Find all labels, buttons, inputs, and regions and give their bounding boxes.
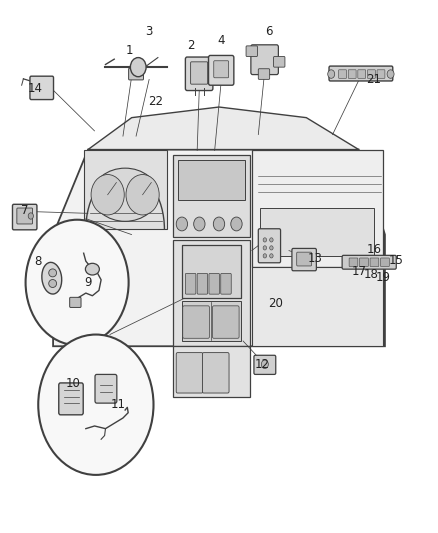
FancyBboxPatch shape — [274, 56, 285, 67]
Ellipse shape — [92, 168, 158, 221]
FancyBboxPatch shape — [173, 155, 250, 237]
FancyBboxPatch shape — [173, 346, 250, 397]
FancyBboxPatch shape — [17, 208, 32, 224]
Text: 19: 19 — [376, 271, 391, 284]
Text: 21: 21 — [367, 73, 381, 86]
FancyBboxPatch shape — [329, 66, 393, 81]
FancyBboxPatch shape — [258, 69, 270, 79]
FancyBboxPatch shape — [367, 70, 375, 78]
Text: 6: 6 — [265, 25, 273, 38]
FancyBboxPatch shape — [191, 62, 208, 84]
Circle shape — [270, 238, 273, 242]
FancyBboxPatch shape — [339, 70, 346, 78]
Circle shape — [126, 174, 159, 215]
Circle shape — [328, 70, 335, 78]
Ellipse shape — [85, 263, 99, 275]
Circle shape — [261, 360, 268, 368]
FancyBboxPatch shape — [212, 306, 239, 338]
Circle shape — [270, 254, 273, 258]
FancyBboxPatch shape — [177, 160, 245, 200]
Text: 2: 2 — [187, 39, 194, 52]
FancyBboxPatch shape — [208, 55, 234, 85]
FancyBboxPatch shape — [95, 374, 117, 403]
FancyBboxPatch shape — [342, 255, 396, 269]
Circle shape — [28, 213, 33, 219]
FancyBboxPatch shape — [251, 45, 279, 75]
FancyBboxPatch shape — [209, 273, 219, 294]
FancyBboxPatch shape — [197, 273, 208, 294]
Text: 3: 3 — [145, 25, 153, 38]
FancyBboxPatch shape — [252, 150, 383, 266]
FancyBboxPatch shape — [182, 245, 241, 298]
FancyBboxPatch shape — [182, 301, 241, 341]
Circle shape — [194, 217, 205, 231]
Circle shape — [176, 217, 187, 231]
FancyBboxPatch shape — [202, 353, 229, 393]
FancyBboxPatch shape — [258, 229, 281, 263]
Polygon shape — [88, 107, 359, 150]
Text: 20: 20 — [268, 297, 283, 310]
FancyBboxPatch shape — [185, 273, 196, 294]
Circle shape — [25, 220, 129, 345]
Circle shape — [263, 246, 267, 250]
FancyBboxPatch shape — [297, 252, 311, 266]
Circle shape — [387, 70, 394, 78]
Ellipse shape — [49, 279, 57, 287]
FancyBboxPatch shape — [349, 258, 358, 266]
Ellipse shape — [42, 262, 62, 294]
Circle shape — [263, 254, 267, 258]
FancyBboxPatch shape — [370, 258, 379, 266]
Text: 10: 10 — [65, 377, 80, 390]
FancyBboxPatch shape — [348, 70, 356, 78]
Text: 18: 18 — [364, 268, 378, 281]
Text: 11: 11 — [111, 398, 126, 411]
FancyBboxPatch shape — [252, 266, 383, 346]
Text: 12: 12 — [255, 358, 270, 372]
Text: 9: 9 — [84, 276, 92, 289]
FancyBboxPatch shape — [214, 61, 229, 78]
Text: 7: 7 — [21, 204, 28, 217]
Circle shape — [131, 58, 146, 77]
FancyBboxPatch shape — [254, 356, 276, 374]
FancyBboxPatch shape — [377, 70, 385, 78]
Text: 17: 17 — [351, 265, 366, 278]
Ellipse shape — [49, 269, 57, 277]
Circle shape — [270, 246, 273, 250]
FancyBboxPatch shape — [173, 240, 250, 346]
Circle shape — [263, 238, 267, 242]
FancyBboxPatch shape — [358, 70, 366, 78]
Text: 1: 1 — [126, 44, 133, 56]
FancyBboxPatch shape — [59, 383, 83, 415]
Text: 16: 16 — [367, 243, 381, 256]
Polygon shape — [84, 150, 166, 229]
FancyBboxPatch shape — [381, 258, 389, 266]
Circle shape — [38, 335, 153, 475]
FancyBboxPatch shape — [246, 46, 258, 56]
Text: 13: 13 — [307, 252, 322, 265]
Polygon shape — [53, 150, 385, 346]
FancyBboxPatch shape — [183, 306, 209, 338]
FancyBboxPatch shape — [70, 297, 81, 308]
Text: 14: 14 — [27, 82, 42, 95]
FancyBboxPatch shape — [221, 273, 231, 294]
FancyBboxPatch shape — [30, 76, 53, 100]
Circle shape — [213, 217, 225, 231]
Text: 15: 15 — [389, 254, 403, 266]
Text: 4: 4 — [217, 34, 225, 47]
FancyBboxPatch shape — [360, 258, 368, 266]
FancyBboxPatch shape — [176, 353, 203, 393]
FancyBboxPatch shape — [129, 68, 144, 80]
FancyBboxPatch shape — [292, 248, 316, 271]
FancyBboxPatch shape — [185, 57, 213, 91]
FancyBboxPatch shape — [261, 208, 374, 256]
Circle shape — [91, 174, 124, 215]
FancyBboxPatch shape — [12, 204, 37, 230]
Circle shape — [231, 217, 242, 231]
Text: 22: 22 — [148, 95, 163, 108]
Text: 8: 8 — [34, 255, 42, 268]
FancyBboxPatch shape — [182, 245, 241, 298]
